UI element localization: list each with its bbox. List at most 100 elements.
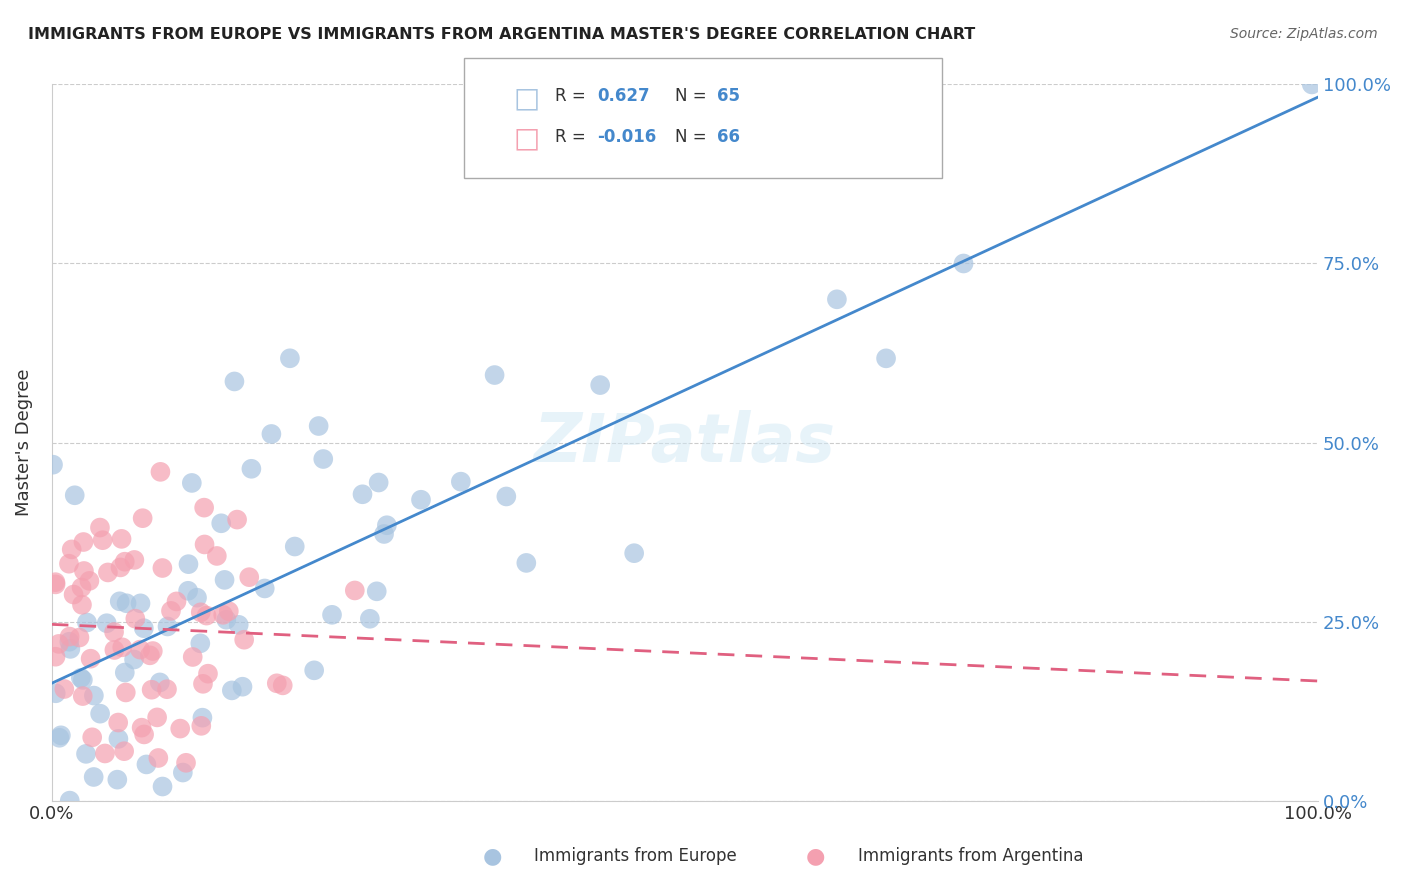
Point (148, 751, 170, 765)
Point (352, 487, 374, 501)
Point (209, 516, 232, 531)
Point (129, 596, 152, 610)
Point (110, 560, 132, 574)
Point (114, 685, 136, 699)
Point (132, 727, 155, 741)
Text: 66: 66 (717, 128, 740, 145)
Point (221, 683, 243, 698)
Point (107, 715, 129, 730)
Point (48, 637, 70, 651)
Point (59, 641, 82, 656)
Point (129, 642, 152, 657)
Point (190, 719, 212, 733)
Point (124, 553, 146, 567)
Y-axis label: Master's Degree: Master's Degree (15, 368, 32, 516)
Point (188, 636, 211, 650)
Point (58, 634, 80, 648)
Point (215, 613, 238, 627)
Point (96, 616, 118, 631)
Text: 0.627: 0.627 (598, 87, 650, 105)
Point (49, 728, 72, 742)
Point (367, 475, 389, 490)
Point (308, 419, 330, 434)
Point (83, 689, 105, 703)
Point (321, 607, 343, 622)
Point (278, 351, 301, 366)
Point (139, 648, 162, 663)
Text: IMMIGRANTS FROM EUROPE VS IMMIGRANTS FROM ARGENTINA MASTER'S DEGREE CORRELATION : IMMIGRANTS FROM EUROPE VS IMMIGRANTS FRO… (28, 27, 976, 42)
Point (70, 671, 93, 685)
Point (375, 518, 398, 533)
Point (302, 663, 325, 677)
Point (366, 584, 388, 599)
Point (191, 677, 214, 691)
Text: □: □ (513, 85, 540, 112)
Point (141, 682, 163, 697)
Point (83, 770, 105, 784)
Point (124, 612, 146, 626)
Point (174, 756, 197, 770)
Point (62, 588, 84, 602)
Point (58, 557, 80, 571)
Point (312, 452, 335, 467)
Point (260, 427, 283, 442)
Point (45, 686, 67, 700)
Point (108, 594, 131, 608)
Point (875, 351, 897, 366)
Text: R =: R = (555, 87, 592, 105)
Point (91, 533, 114, 548)
Point (45, 577, 67, 591)
Text: N =: N = (675, 128, 711, 145)
Point (195, 608, 218, 623)
Point (73, 564, 96, 578)
Point (228, 617, 250, 632)
Point (79, 651, 101, 665)
Point (160, 604, 183, 618)
Point (44, 575, 66, 590)
Point (103, 625, 125, 640)
Point (70, 581, 93, 595)
Point (53, 681, 76, 696)
Point (60, 542, 83, 557)
Point (186, 591, 208, 605)
Point (72, 689, 94, 703)
Point (181, 650, 204, 665)
Point (112, 744, 135, 758)
Point (266, 676, 288, 690)
Point (212, 607, 235, 622)
Point (146, 710, 169, 724)
Text: □: □ (513, 125, 540, 153)
Point (152, 780, 174, 794)
Point (231, 680, 253, 694)
Point (190, 605, 212, 619)
Point (623, 546, 645, 560)
Text: -0.016: -0.016 (598, 128, 657, 145)
Point (69, 631, 91, 645)
Point (515, 556, 537, 570)
Point (76, 615, 98, 630)
Point (240, 462, 263, 476)
Point (72, 535, 94, 549)
Point (952, 256, 974, 270)
Point (495, 490, 517, 504)
Point (177, 583, 200, 598)
Point (114, 555, 136, 569)
Point (110, 532, 132, 546)
Point (42, 458, 65, 472)
Point (191, 711, 214, 725)
Point (233, 632, 256, 647)
Point (253, 582, 276, 596)
Point (409, 492, 432, 507)
Point (70, 598, 93, 612)
Point (156, 682, 179, 697)
Text: Source: ZipAtlas.com: Source: ZipAtlas.com (1230, 27, 1378, 41)
Point (205, 549, 228, 563)
Point (169, 722, 191, 736)
Point (59, 794, 82, 808)
Point (48, 731, 70, 745)
Text: 65: 65 (717, 87, 740, 105)
Point (218, 604, 240, 618)
Point (75, 747, 97, 761)
Point (373, 527, 395, 541)
Point (224, 375, 246, 389)
